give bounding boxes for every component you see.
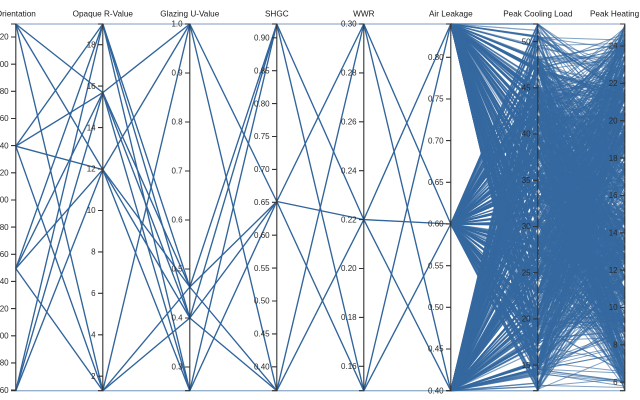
- svg-text:14: 14: [87, 123, 96, 132]
- svg-text:1.0: 1.0: [171, 20, 183, 29]
- svg-text:40: 40: [522, 130, 531, 139]
- svg-text:260: 260: [0, 114, 9, 123]
- svg-text:0.20: 0.20: [341, 264, 357, 273]
- svg-text:18: 18: [87, 40, 96, 49]
- svg-text:0.8: 0.8: [171, 118, 183, 127]
- svg-text:35: 35: [522, 176, 531, 185]
- svg-text:10: 10: [609, 303, 618, 312]
- svg-text:80: 80: [0, 359, 9, 368]
- svg-text:20: 20: [522, 315, 531, 324]
- svg-text:0.50: 0.50: [254, 297, 270, 306]
- svg-text:0.45: 0.45: [428, 345, 444, 354]
- svg-text:8: 8: [91, 248, 96, 257]
- svg-text:0.40: 0.40: [428, 386, 444, 395]
- svg-text:0.22: 0.22: [341, 215, 357, 224]
- svg-text:4: 4: [91, 331, 96, 340]
- svg-text:Peak Heating Load: Peak Heating Load: [590, 10, 640, 19]
- svg-text:60: 60: [0, 386, 9, 395]
- svg-text:14: 14: [609, 228, 618, 237]
- svg-text:16: 16: [87, 82, 96, 91]
- svg-text:25: 25: [522, 268, 531, 277]
- svg-text:0.90: 0.90: [254, 34, 270, 43]
- svg-text:100: 100: [0, 332, 9, 341]
- svg-text:0.18: 0.18: [341, 313, 357, 322]
- svg-text:6: 6: [91, 289, 96, 298]
- svg-text:0.24: 0.24: [341, 166, 357, 175]
- svg-text:0.6: 0.6: [171, 216, 183, 225]
- svg-text:0.75: 0.75: [428, 95, 444, 104]
- svg-text:Air Leakage: Air Leakage: [429, 10, 473, 19]
- svg-text:140: 140: [0, 277, 9, 286]
- svg-text:300: 300: [0, 60, 9, 69]
- svg-text:45: 45: [522, 84, 531, 93]
- svg-text:240: 240: [0, 141, 9, 150]
- svg-text:180: 180: [0, 223, 9, 232]
- svg-text:120: 120: [0, 304, 9, 313]
- svg-text:0.75: 0.75: [254, 132, 270, 141]
- svg-text:50: 50: [522, 37, 531, 46]
- svg-text:SHGC: SHGC: [265, 10, 289, 19]
- svg-text:0.5: 0.5: [171, 265, 183, 274]
- svg-text:0.50: 0.50: [428, 303, 444, 312]
- svg-text:12: 12: [609, 266, 618, 275]
- svg-text:10: 10: [87, 206, 96, 215]
- svg-text:0.30: 0.30: [341, 20, 357, 29]
- svg-text:0.80: 0.80: [428, 53, 444, 62]
- svg-text:0.60: 0.60: [254, 231, 270, 240]
- svg-text:22: 22: [609, 79, 618, 88]
- svg-text:6: 6: [613, 378, 618, 387]
- svg-text:WWR: WWR: [353, 10, 374, 19]
- svg-text:0.55: 0.55: [428, 261, 444, 270]
- svg-text:320: 320: [0, 33, 9, 42]
- svg-text:0.28: 0.28: [341, 69, 357, 78]
- svg-text:220: 220: [0, 169, 9, 178]
- svg-text:30: 30: [522, 222, 531, 231]
- svg-text:280: 280: [0, 87, 9, 96]
- svg-text:0.45: 0.45: [254, 330, 270, 339]
- svg-text:24: 24: [609, 42, 618, 51]
- svg-text:0.55: 0.55: [254, 264, 270, 273]
- svg-text:0.60: 0.60: [428, 220, 444, 229]
- svg-text:Glazing U-Value: Glazing U-Value: [160, 10, 219, 19]
- svg-text:0.70: 0.70: [254, 165, 270, 174]
- svg-text:0.70: 0.70: [428, 136, 444, 145]
- svg-text:0.40: 0.40: [254, 363, 270, 372]
- svg-text:0.7: 0.7: [171, 167, 183, 176]
- svg-text:2: 2: [91, 372, 96, 381]
- svg-text:Peak Cooling Load: Peak Cooling Load: [503, 10, 573, 19]
- svg-text:Opaque R-Value: Opaque R-Value: [73, 10, 134, 19]
- svg-text:0.80: 0.80: [254, 99, 270, 108]
- svg-text:Orientation: Orientation: [0, 10, 36, 19]
- svg-text:0.85: 0.85: [254, 66, 270, 75]
- svg-text:20: 20: [609, 116, 618, 125]
- svg-text:0.3: 0.3: [171, 363, 183, 372]
- svg-text:0.4: 0.4: [171, 314, 183, 323]
- svg-text:0.26: 0.26: [341, 118, 357, 127]
- svg-text:18: 18: [609, 154, 618, 163]
- svg-text:12: 12: [87, 165, 96, 174]
- svg-text:8: 8: [613, 341, 618, 350]
- svg-text:0.65: 0.65: [428, 178, 444, 187]
- svg-text:0.9: 0.9: [171, 69, 183, 78]
- svg-text:160: 160: [0, 250, 9, 259]
- svg-text:0.65: 0.65: [254, 198, 270, 207]
- svg-text:16: 16: [609, 191, 618, 200]
- svg-text:15: 15: [522, 361, 531, 370]
- svg-text:200: 200: [0, 196, 9, 205]
- svg-text:0.16: 0.16: [341, 362, 357, 371]
